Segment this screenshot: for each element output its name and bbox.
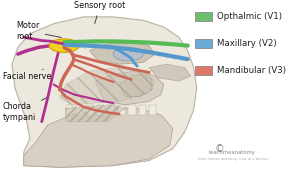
Polygon shape [24, 108, 173, 167]
Bar [97, 105, 104, 115]
Bar [195, 12, 212, 21]
Text: Chorda
tympani: Chorda tympani [3, 98, 47, 122]
Bar [118, 105, 125, 115]
Polygon shape [149, 64, 191, 81]
Text: Motor
root: Motor root [16, 21, 61, 41]
Text: Facial nerve: Facial nerve [3, 69, 51, 81]
Text: Opthalmic (V1): Opthalmic (V1) [217, 12, 282, 21]
Polygon shape [119, 74, 152, 96]
Text: Maxillary (V2): Maxillary (V2) [217, 39, 277, 48]
Bar [195, 39, 212, 48]
Bar [76, 105, 83, 115]
Bar [128, 105, 136, 115]
Bar [86, 105, 94, 115]
Polygon shape [95, 71, 164, 105]
Ellipse shape [113, 47, 143, 61]
Text: teachmeanatomy: teachmeanatomy [209, 150, 256, 155]
Polygon shape [89, 42, 155, 64]
Text: from human anatomy, now at a button: from human anatomy, now at a button [198, 157, 267, 161]
Text: Sensory root: Sensory root [74, 1, 126, 23]
Polygon shape [12, 17, 197, 167]
Ellipse shape [49, 39, 79, 52]
Text: ©: © [214, 144, 224, 154]
Polygon shape [66, 105, 125, 122]
Polygon shape [60, 68, 155, 105]
Bar [139, 105, 146, 115]
Bar [107, 105, 115, 115]
Text: Mandibular (V3): Mandibular (V3) [217, 66, 286, 75]
Bar [66, 105, 73, 115]
Bar [195, 66, 212, 75]
Bar [149, 105, 156, 115]
